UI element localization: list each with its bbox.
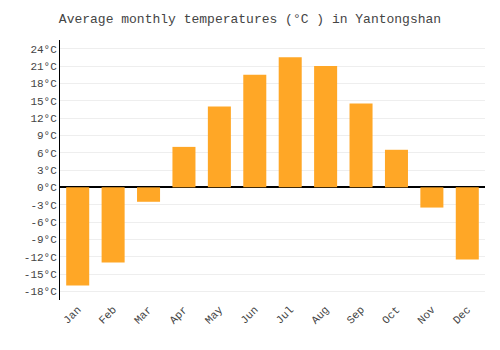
svg-text:Average monthly temperatures (: Average monthly temperatures (°C ) in Ya… [59, 12, 441, 27]
svg-text:Feb: Feb [97, 304, 119, 326]
svg-text:Aug: Aug [309, 304, 331, 326]
svg-text:-6°C: -6°C [30, 217, 57, 229]
svg-text:6°C: 6°C [37, 148, 57, 160]
svg-text:15°C: 15°C [30, 96, 57, 108]
svg-text:May: May [203, 304, 226, 327]
svg-text:Dec: Dec [451, 304, 473, 326]
svg-text:Mar: Mar [132, 304, 154, 326]
svg-text:18°C: 18°C [30, 78, 57, 90]
svg-text:Jun: Jun [238, 304, 260, 326]
svg-text:-15°C: -15°C [24, 269, 57, 281]
svg-text:Jan: Jan [61, 304, 83, 326]
svg-text:12°C: 12°C [30, 113, 57, 125]
svg-text:-18°C: -18°C [24, 286, 57, 298]
svg-text:Apr: Apr [167, 304, 189, 326]
svg-text:-9°C: -9°C [30, 234, 57, 246]
svg-text:Nov: Nov [415, 304, 438, 327]
svg-text:Jul: Jul [274, 304, 296, 326]
svg-text:Sep: Sep [345, 304, 367, 326]
svg-text:0°C: 0°C [37, 182, 57, 194]
svg-text:24°C: 24°C [30, 44, 57, 56]
svg-text:3°C: 3°C [37, 165, 57, 177]
svg-text:9°C: 9°C [37, 130, 57, 142]
svg-text:-12°C: -12°C [24, 252, 57, 264]
svg-text:21°C: 21°C [30, 61, 57, 73]
svg-text:-3°C: -3°C [30, 200, 57, 212]
svg-text:Oct: Oct [380, 304, 402, 326]
